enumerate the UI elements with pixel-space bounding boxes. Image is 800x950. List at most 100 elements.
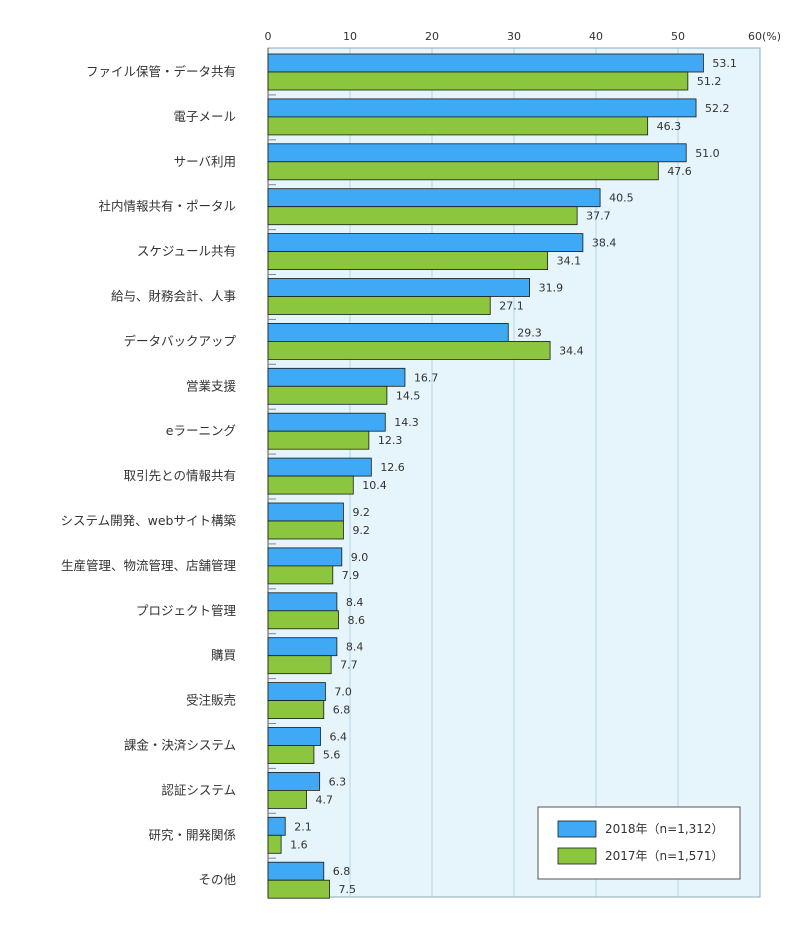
value-label: 51.0 [695,147,720,160]
bar-2017 [267,655,332,675]
bar-2018 [267,367,406,387]
legend: 2018年（n=1,312） 2017年（n=1,571） [537,806,741,880]
bar-2018 [267,592,338,612]
bar-2017 [267,430,370,450]
category-label: 認証システム [161,782,236,797]
value-label: 38.4 [592,237,617,250]
bar-2017 [267,834,282,854]
category-label: eラーニング [166,423,236,438]
bar-2017 [267,790,307,809]
category-label: 営業支援 [186,378,237,393]
bar-2018 [267,547,343,567]
legend-swatch [557,847,597,865]
value-label: 6.8 [333,704,351,717]
value-label: 6.8 [333,865,351,878]
bar-2017 [267,116,649,136]
bar-2018 [267,502,344,522]
value-label: 14.5 [396,389,421,402]
value-label: 1.6 [290,838,308,851]
value-label: 9.2 [352,506,370,519]
category-label: スケジュール共有 [137,244,236,259]
value-label: 7.0 [334,686,352,699]
category-label: サーバ利用 [174,154,236,169]
category-label: システム開発、webサイト構築 [61,513,237,528]
bar-2017 [267,296,491,315]
value-label: 52.2 [705,102,730,115]
bar-2017 [267,251,549,271]
legend-entry: 2018年（n=1,312） [605,822,724,836]
bar-2018 [267,233,584,253]
value-label: 6.3 [329,775,347,788]
value-label: 34.1 [557,255,582,268]
value-label: 27.1 [499,300,523,313]
value-label: 7.7 [340,659,358,672]
value-label: 9.2 [352,524,370,537]
bar-2018 [267,727,321,746]
value-label: 34.4 [559,344,584,357]
category-label: 電子メール [173,109,236,124]
x-tick-label: 60(%) [748,30,781,43]
category-label: その他 [198,872,236,887]
bar-2018 [267,861,325,881]
value-label: 12.3 [378,434,403,447]
bar-2018 [267,98,697,118]
bar-2018 [267,53,704,73]
value-label: 46.3 [657,120,682,133]
bar-2018 [267,188,601,208]
legend-swatch [557,820,597,838]
bar-2018 [267,412,386,432]
bar-2018 [267,143,687,163]
category-label: 受注販売 [186,693,236,708]
category-label: 生産管理、物流管理、店舗管理 [61,558,237,573]
value-label: 7.9 [342,569,360,582]
value-label: 40.5 [609,192,634,205]
value-label: 14.3 [394,416,419,429]
bar-2017 [267,71,689,91]
x-tick-label: 40 [589,30,603,43]
x-tick-label: 30 [507,30,521,43]
category-label: 課金・決済システム [124,738,236,753]
value-label: 12.6 [380,461,405,474]
x-tick-label: 20 [425,30,439,43]
bar-2017 [267,565,334,585]
value-label: 51.2 [697,75,722,88]
value-label: 47.6 [667,165,692,178]
bar-2017 [267,610,339,630]
bar-2017 [267,879,330,899]
bar-2018 [267,682,326,701]
value-label: 53.1 [712,57,737,70]
bar-2018 [267,322,509,342]
value-label: 37.7 [586,210,611,223]
bar-2018 [267,816,286,836]
value-label: 6.4 [329,731,347,744]
category-label: 社内情報共有・ポータル [98,199,236,214]
legend-box [537,806,741,880]
category-label: 研究・開発関係 [148,827,236,842]
bar-2017 [267,206,578,226]
value-label: 29.3 [517,326,542,339]
value-label: 8.4 [346,641,364,654]
value-label: 7.5 [339,883,357,896]
x-tick-label: 10 [343,30,357,43]
value-label: 5.6 [323,749,341,762]
value-label: 10.4 [362,479,387,492]
bar-2018 [267,637,338,657]
x-tick-label: 0 [265,30,272,43]
bar-2018 [267,278,530,297]
bar-2017 [267,745,315,764]
bar-2017 [267,520,344,540]
bar-2017 [267,475,354,495]
value-label: 4.7 [316,793,334,806]
category-label: 給与、財務会計、人事 [111,289,236,304]
value-label: 31.9 [539,282,564,295]
value-label: 8.6 [348,614,366,627]
bar-2017 [267,700,325,719]
category-label: 取引先との情報共有 [124,468,236,483]
category-label: データバックアップ [123,333,236,348]
value-label: 8.4 [346,596,364,609]
legend-entry: 2017年（n=1,571） [605,849,724,863]
category-label: プロジェクト管理 [136,603,237,618]
bar-2018 [267,772,321,791]
